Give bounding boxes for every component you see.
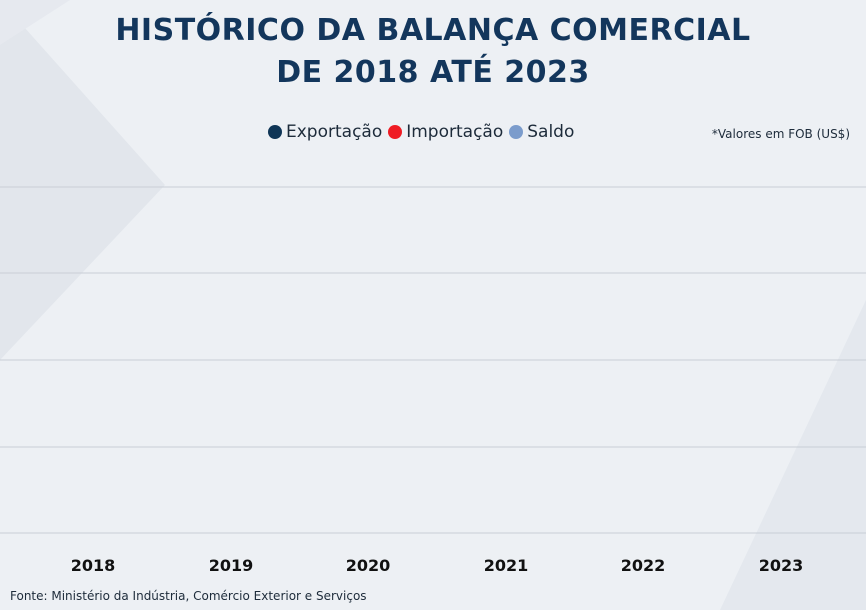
legend-label-saldo: Saldo [527,122,575,142]
x-tick-label-2018: 2018 [71,556,116,575]
x-tick-label-2023: 2023 [759,556,804,575]
x-tick-label-2019: 2019 [209,556,254,575]
legend: Exportação Importação Saldo [268,122,580,142]
x-tick-label-2020: 2020 [346,556,391,575]
title-line-1: HISTÓRICO DA BALANÇA COMERCIAL [115,13,751,48]
legend-label-exportacao: Exportação [286,122,383,142]
x-tick-label-2022: 2022 [621,556,666,575]
legend-item-exportacao: Exportação [268,122,382,142]
source-note: Fonte: Ministério da Indústria, Comércio… [10,589,367,603]
title-line-2: DE 2018 ATÉ 2023 [276,55,590,90]
legend-dot-exportacao [268,125,282,139]
legend-dot-importacao [388,125,403,139]
currency-note: *Valores em FOB (US$) [711,127,850,141]
legend-item-saldo: Saldo [509,122,574,142]
legend-dot-saldo [509,125,524,139]
legend-item-importacao: Importação [388,122,503,142]
x-tick-label-2021: 2021 [484,556,529,575]
legend-label-importacao: Importação [406,122,504,142]
chart-title: HISTÓRICO DA BALANÇA COMERCIAL DE 2018 A… [0,10,866,94]
